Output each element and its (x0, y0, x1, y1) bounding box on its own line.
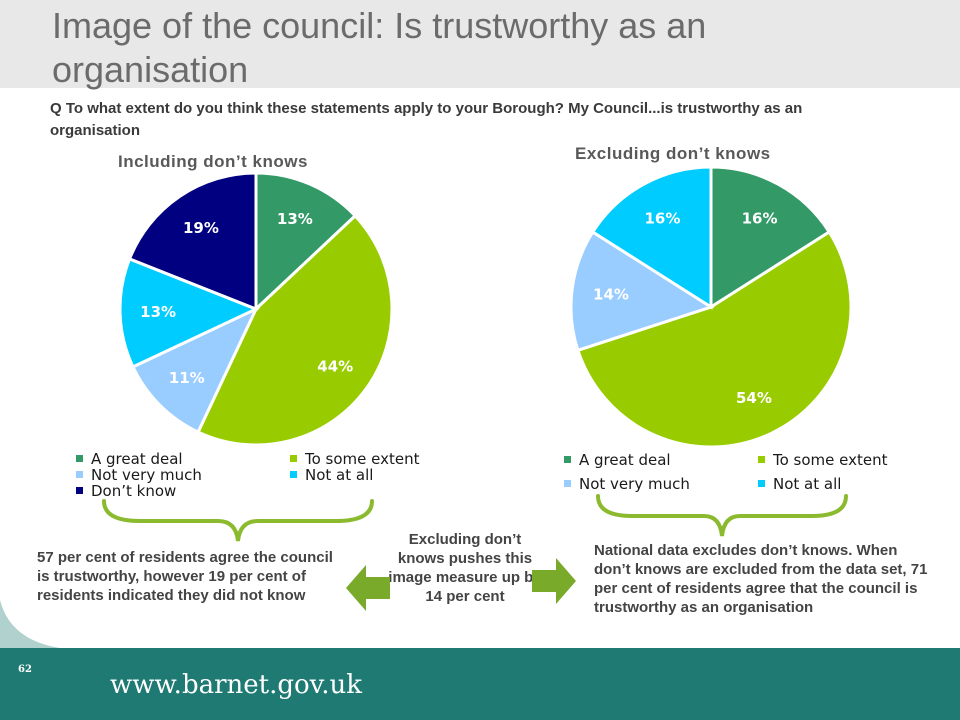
pie-slice-don-t-know (127, 171, 258, 312)
page-number: 62 (18, 664, 32, 675)
pie-data-label: 16% (742, 210, 778, 228)
legend-item: Not very much (564, 475, 690, 493)
legend-swatch (76, 471, 83, 478)
legend-excluding: A great deal To some extent Not very much N… (564, 451, 944, 497)
legend-swatch (290, 455, 297, 462)
legend-label: Not very much (579, 475, 690, 493)
legend-swatch (758, 456, 765, 463)
pie-data-label: 54% (736, 389, 772, 407)
note-left: 57 per cent of residents agree the counc… (37, 549, 333, 604)
footer-decoration (0, 600, 60, 648)
website-url: www.barnet.gov.uk (110, 670, 363, 700)
legend-label: To some extent (773, 451, 888, 469)
pie-slice-not-very-much (569, 229, 715, 353)
page-title: Image of the council: Is trustworthy as … (52, 5, 707, 90)
pie-slice-a-great-deal (709, 165, 832, 310)
legend-label: Not very much (91, 466, 202, 484)
pie-data-label: 13% (277, 210, 313, 228)
legend-swatch (758, 480, 765, 487)
pie-chart-excluding: 16% 54% 14% 16% (569, 165, 853, 449)
legend-label: A great deal (91, 450, 183, 468)
legend-item: A great deal (564, 451, 671, 469)
legend-label: Don’t know (91, 482, 177, 500)
legend-item: Not very much (76, 466, 202, 484)
legend-item: A great deal (76, 450, 183, 468)
legend-item: Not at all (290, 466, 373, 484)
legend-swatch (76, 487, 83, 494)
legend-label: Not at all (773, 475, 842, 493)
chart-title-excluding: Excluding don’t knows (575, 144, 771, 163)
legend-swatch (564, 480, 571, 487)
right-brace (596, 494, 848, 537)
pie-data-label: 13% (140, 303, 176, 321)
pie-data-label: 14% (593, 285, 629, 303)
pie-data-label: 19% (183, 219, 219, 237)
header-band (0, 0, 960, 88)
arrow-left-icon (346, 565, 390, 611)
legend-item: Not at all (758, 475, 841, 493)
legend-item: To some extent (290, 450, 420, 468)
pie-data-label: 44% (317, 358, 353, 376)
legend-label: A great deal (579, 451, 671, 469)
pie-slice-not-at-all (118, 256, 260, 369)
pie-slice-not-very-much (130, 305, 260, 435)
legend-including: A great deal To some extent Not very much N… (76, 450, 496, 510)
pie-data-label: 11% (169, 369, 205, 387)
legend-item: Don’t know (76, 482, 176, 500)
legend-swatch (564, 456, 571, 463)
pie-slice-not-at-all (590, 165, 713, 310)
legend-item: To some extent (758, 451, 888, 469)
footer-band: 62 www.barnet.gov.uk (0, 648, 960, 720)
arrow-right-icon (532, 558, 576, 604)
pie-data-label: 16% (644, 210, 680, 228)
note-center: Excluding don’t knows pushes this image … (388, 531, 542, 605)
legend-label: To some extent (305, 450, 420, 468)
legend-label: Not at all (305, 466, 374, 484)
legend-swatch (290, 471, 297, 478)
pie-chart-including: 13% 44% 11% 13% 19% (118, 171, 394, 447)
left-brace (102, 499, 374, 542)
pie-slice-to-some-extent (196, 213, 394, 447)
pie-slice-to-some-extent (575, 229, 853, 449)
chart-title-including: Including don’t knows (118, 152, 308, 171)
pie-slice-a-great-deal (254, 171, 358, 313)
legend-swatch (76, 455, 83, 462)
note-right: National data excludes don’t knows. When… (594, 542, 928, 616)
survey-question: Q To what extent do you think these stat… (50, 100, 803, 139)
